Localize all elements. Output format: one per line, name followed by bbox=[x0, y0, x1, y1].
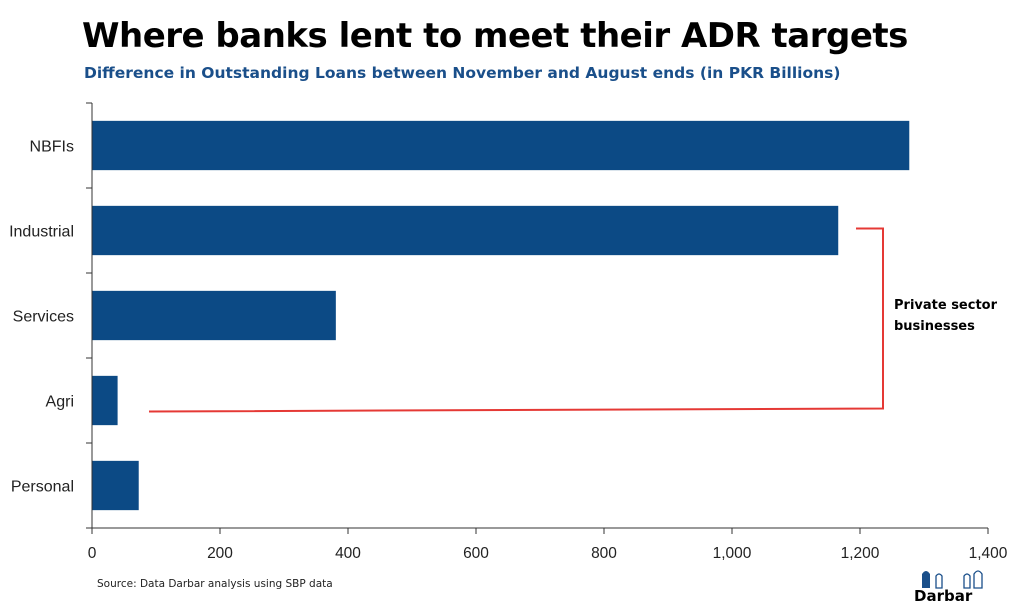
x-tick-label: 400 bbox=[335, 545, 361, 562]
bar-industrial bbox=[92, 205, 839, 256]
data-darbar-logo: Darbar bbox=[914, 570, 983, 602]
x-tick-label: 200 bbox=[207, 545, 233, 562]
x-tick-label: 800 bbox=[591, 545, 617, 562]
bar-personal bbox=[92, 460, 139, 511]
bar-services bbox=[92, 290, 336, 341]
x-tick-label: 600 bbox=[463, 545, 489, 562]
axes-layer: NBFIs Industrial Services Agri Personal 0 200 4… bbox=[9, 102, 1008, 562]
chart-subtitle: Difference in Outstanding Loans between … bbox=[84, 64, 841, 82]
category-label: Industrial bbox=[9, 224, 74, 241]
bars-layer bbox=[92, 120, 910, 511]
logo-text: Darbar bbox=[914, 587, 973, 602]
category-label: NBFIs bbox=[30, 139, 74, 156]
annotation-layer: Private sector businesses bbox=[148, 227, 998, 413]
category-label: Personal bbox=[11, 479, 74, 496]
annotation-label-line1: Private sector bbox=[894, 298, 998, 313]
x-tick-label: 1,400 bbox=[969, 545, 1008, 562]
x-tick-label: 1,000 bbox=[713, 545, 752, 562]
bar-agri bbox=[92, 375, 118, 426]
x-tick-label: 1,200 bbox=[841, 545, 880, 562]
category-label: Agri bbox=[46, 394, 74, 411]
category-label: Services bbox=[13, 309, 74, 326]
chart-title: Where banks lent to meet their ADR targe… bbox=[82, 16, 908, 56]
bar-nbfis bbox=[92, 120, 910, 171]
annotation-bracket bbox=[148, 227, 884, 413]
annotation-label-line2: businesses bbox=[894, 319, 975, 334]
x-tick-label: 0 bbox=[88, 545, 97, 562]
source-note: Source: Data Darbar analysis using SBP d… bbox=[97, 578, 333, 590]
